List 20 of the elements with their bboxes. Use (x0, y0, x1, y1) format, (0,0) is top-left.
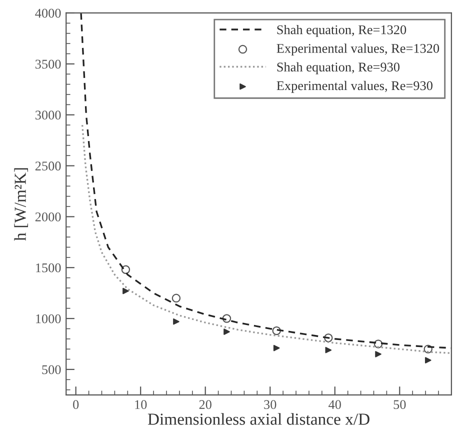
y-tick-label: 1000 (36, 314, 61, 324)
y-tick-label: 3500 (36, 60, 61, 69)
y-tick-label: 3000 (36, 110, 61, 120)
x-tick-label: 50 (394, 400, 406, 410)
y-tick-label: 2500 (35, 162, 61, 170)
legend-label: Experimental values, Re=1320 (276, 44, 440, 56)
x-tick-label: 20 (199, 400, 212, 410)
legend-label: Shah equation, Re=1320 (277, 24, 406, 37)
legend-label: Shah equation, Re=930 (277, 62, 400, 74)
x-tick-label: 10 (135, 400, 147, 410)
x-axis-title: Dimensionless axial distance x/D (148, 413, 370, 425)
y-tick-label: 1500 (36, 263, 61, 272)
y-axis-title: h [W/m²K] (14, 168, 28, 241)
y-tick-label: 4000 (35, 8, 61, 18)
y-tick-label: 2000 (35, 212, 61, 222)
legend-label: Experimental values, Re=930 (276, 80, 432, 93)
x-tick-label: 30 (264, 400, 276, 410)
x-tick-label: 40 (328, 400, 341, 410)
y-tick-label: 500 (42, 365, 61, 374)
x-tick-label: 0 (73, 400, 79, 410)
